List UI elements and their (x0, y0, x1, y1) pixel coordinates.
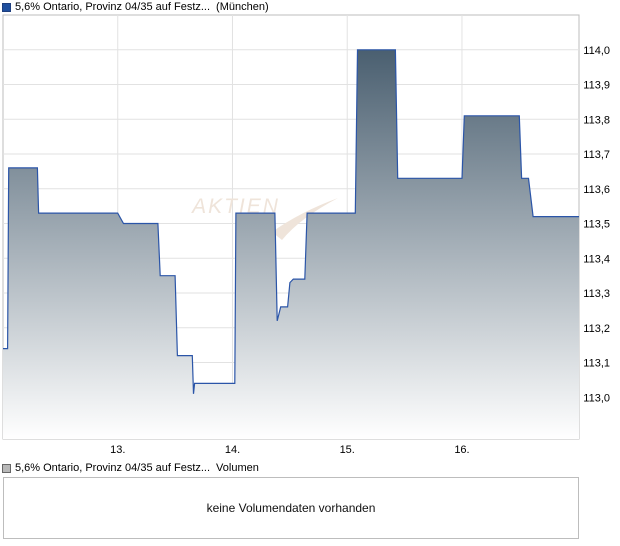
watermark-swoosh-icon (272, 198, 338, 240)
price-area (3, 49, 579, 440)
no-volume-message: keine Volumendaten vorhanden (206, 501, 376, 515)
price-chart: AKTIEN 113,0113,1113,2113,3113,4113,5113… (2, 14, 610, 456)
y-tick-label: 113,4 (583, 253, 610, 265)
volume-legend-label: 5,6% Ontario, Provinz 04/35 auf Festz... (15, 462, 211, 474)
y-tick-label: 113,1 (583, 358, 610, 370)
price-line (3, 49, 579, 394)
watermark: AKTIEN (190, 195, 280, 218)
volume-label: Volumen (216, 462, 259, 474)
y-tick-label: 114,0 (583, 45, 610, 57)
x-tick-label: 16. (454, 444, 469, 456)
y-tick-label: 113,3 (583, 288, 610, 300)
exchange-label: (München) (216, 1, 269, 13)
y-tick-label: 113,2 (583, 323, 610, 335)
y-tick-label: 113,8 (583, 114, 610, 126)
x-tick-label: 14. (225, 444, 240, 456)
x-tick-label: 15. (340, 444, 355, 456)
y-tick-label: 113,7 (583, 149, 610, 161)
price-legend-swatch (2, 2, 11, 12)
y-axis-labels: 113,0 113,1 113,2 113,3 113,4 113,5 113,6 113,7… (583, 45, 610, 405)
volume-legend-swatch (2, 463, 11, 473)
x-axis-labels: 13. 14. 15. 16. (110, 444, 470, 456)
volume-panel: keine Volumendaten vorhanden (3, 477, 579, 539)
x-tick-label: 13. (110, 444, 125, 456)
price-legend: 5,6% Ontario, Provinz 04/35 auf Festz...… (2, 0, 269, 14)
y-tick-label: 113,0 (583, 392, 610, 404)
volume-legend: 5,6% Ontario, Provinz 04/35 auf Festz...… (2, 461, 259, 475)
y-tick-label: 113,6 (583, 184, 610, 196)
y-tick-label: 113,9 (583, 80, 610, 92)
y-tick-label: 113,5 (583, 219, 610, 231)
price-legend-label: 5,6% Ontario, Provinz 04/35 auf Festz... (15, 1, 211, 13)
